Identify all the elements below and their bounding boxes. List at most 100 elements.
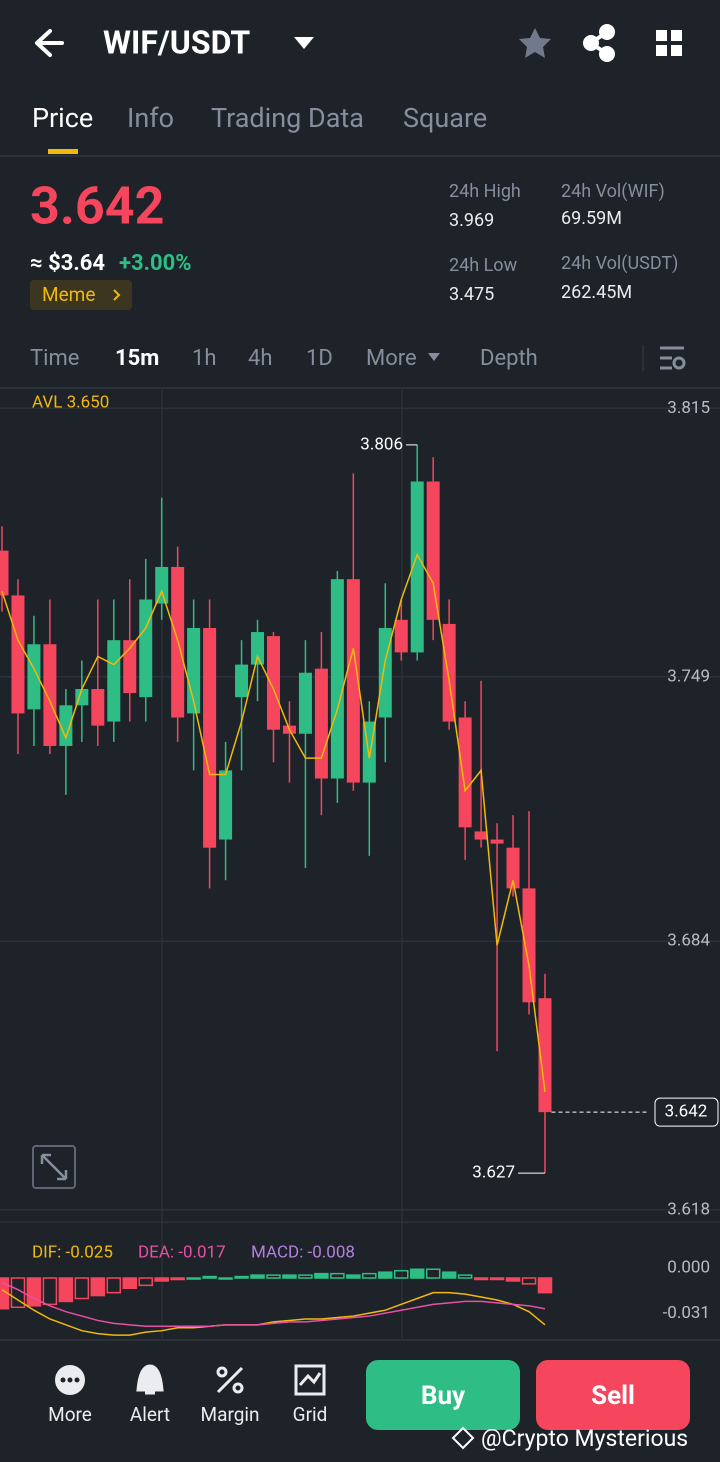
buy-label[interactable]: Buy bbox=[421, 1381, 466, 1411]
macd-bar bbox=[106, 1277, 122, 1294]
candle-body bbox=[59, 705, 73, 746]
macd-bar bbox=[90, 1277, 106, 1297]
favorite-icon[interactable] bbox=[519, 28, 551, 58]
macd-bar bbox=[122, 1277, 138, 1290]
stat-label: 24h Vol(USDT) bbox=[561, 253, 678, 274]
sell-label[interactable]: Sell bbox=[591, 1381, 635, 1411]
candle-body bbox=[139, 599, 153, 698]
y-tick-label: 3.815 bbox=[667, 398, 710, 418]
interval[interactable]: 4h bbox=[248, 346, 272, 371]
interval[interactable]: Depth bbox=[480, 346, 538, 371]
macd-bar bbox=[409, 1268, 425, 1279]
expand-button[interactable] bbox=[32, 1145, 76, 1189]
dea-line bbox=[1, 1281, 546, 1328]
interval[interactable]: 15m bbox=[115, 346, 159, 371]
chart: 3.815 3.749 3.684 3.618 3.806 3.627 3.642 0.000… bbox=[0, 390, 720, 1338]
macd-bar bbox=[489, 1277, 505, 1281]
action-label[interactable]: Margin bbox=[201, 1403, 260, 1426]
macd-bar bbox=[74, 1277, 90, 1300]
change: +3.00% bbox=[119, 251, 192, 276]
sell-button[interactable] bbox=[536, 1360, 690, 1430]
macd-bar bbox=[202, 1275, 217, 1279]
macd-bar bbox=[138, 1277, 153, 1287]
more-icon[interactable] bbox=[55, 1365, 85, 1395]
candle-body bbox=[522, 888, 536, 1003]
candle-body bbox=[27, 644, 41, 710]
interval[interactable]: 1D bbox=[306, 346, 333, 371]
y-tick-label: 0.000 bbox=[667, 1258, 710, 1278]
avl-label: AVL 3.650 bbox=[32, 392, 109, 412]
more-dropdown[interactable] bbox=[428, 353, 440, 361]
grid-icon[interactable] bbox=[656, 30, 682, 56]
max-label: 3.806 bbox=[360, 434, 403, 454]
tab[interactable]: Square bbox=[403, 102, 487, 134]
back-button[interactable] bbox=[35, 29, 64, 57]
last-price: 3.642 bbox=[30, 176, 164, 237]
macd-bar bbox=[234, 1275, 249, 1279]
stat-value: 69.59M bbox=[561, 208, 622, 229]
tab-indicator bbox=[48, 149, 78, 154]
y-tick-label: -0.031 bbox=[663, 1303, 710, 1323]
settings-icon[interactable] bbox=[660, 346, 686, 370]
candle-body bbox=[43, 644, 57, 746]
macd-bar bbox=[330, 1272, 345, 1279]
y-tick-label: 3.684 bbox=[667, 931, 710, 951]
tab[interactable]: Trading Data bbox=[211, 102, 364, 134]
watermark-icon bbox=[451, 1426, 475, 1450]
interval[interactable]: Time bbox=[30, 346, 79, 371]
macd-bar bbox=[378, 1271, 393, 1279]
candle-body bbox=[474, 831, 488, 840]
margin-icon[interactable] bbox=[216, 1366, 244, 1394]
macd-bar bbox=[170, 1277, 185, 1281]
macd-bar bbox=[362, 1272, 377, 1279]
tag[interactable]: Meme bbox=[42, 283, 95, 306]
tab[interactable]: Price bbox=[32, 102, 93, 134]
macd-bar bbox=[282, 1274, 297, 1279]
action-label[interactable]: Grid bbox=[293, 1403, 328, 1426]
alert-icon[interactable] bbox=[136, 1364, 164, 1395]
candle-body bbox=[235, 664, 249, 698]
y-tick-label: 3.749 bbox=[667, 666, 710, 686]
candle-body bbox=[314, 668, 328, 779]
macd-bar bbox=[154, 1277, 169, 1282]
y-tick-label: 3.618 bbox=[667, 1199, 710, 1219]
tag-bg[interactable] bbox=[30, 280, 132, 310]
candle-body bbox=[346, 579, 360, 783]
macd-bar bbox=[473, 1277, 489, 1281]
macd-bar bbox=[26, 1277, 42, 1307]
stat-value: 3.969 bbox=[449, 210, 494, 231]
buy-button[interactable] bbox=[366, 1360, 520, 1430]
macd-bar bbox=[314, 1272, 329, 1279]
candle-body bbox=[203, 627, 217, 848]
share-icon[interactable] bbox=[583, 24, 615, 62]
macd-bar bbox=[457, 1274, 473, 1279]
candle-body bbox=[506, 847, 520, 889]
tab[interactable]: Info bbox=[127, 102, 174, 134]
macd-bar bbox=[186, 1277, 201, 1280]
last-price-box bbox=[654, 1097, 719, 1127]
stat-value: 3.475 bbox=[449, 284, 494, 305]
candle-body bbox=[394, 619, 408, 653]
macd-bar bbox=[250, 1274, 265, 1279]
action-label[interactable]: More bbox=[48, 1403, 92, 1426]
action-label[interactable]: Alert bbox=[130, 1403, 170, 1426]
macd-bar bbox=[266, 1274, 281, 1279]
candle-body bbox=[0, 550, 9, 596]
candle-body bbox=[107, 640, 121, 722]
candle-body bbox=[187, 627, 201, 714]
macd-bar bbox=[441, 1271, 457, 1279]
grid-trade-icon[interactable] bbox=[294, 1364, 326, 1396]
interval[interactable]: 1h bbox=[192, 346, 216, 371]
interval[interactable]: More bbox=[366, 346, 417, 371]
pair-title[interactable]: WIF/USDT bbox=[103, 23, 250, 61]
pair-dropdown[interactable] bbox=[294, 37, 314, 49]
ma-line bbox=[1, 552, 546, 1092]
candle-body bbox=[219, 770, 233, 840]
last-price-label: 3.642 bbox=[665, 1102, 708, 1122]
candle-body bbox=[442, 623, 456, 722]
stat-label: 24h High bbox=[449, 181, 521, 202]
macd-bar bbox=[521, 1277, 537, 1285]
stat-label: 24h Low bbox=[449, 255, 518, 276]
